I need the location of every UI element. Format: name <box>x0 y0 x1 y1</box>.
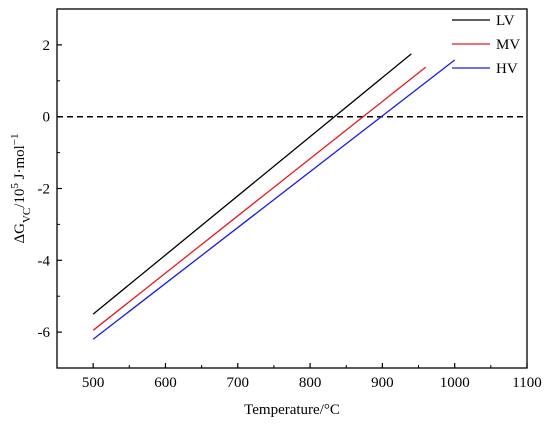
y-axis-title-unit-sup: −1 <box>9 133 21 145</box>
series-line-lv <box>92 53 412 315</box>
plot-frame <box>56 8 528 369</box>
y-axis-title-prefix: ΔG <box>12 223 28 244</box>
series-line-hv <box>92 59 456 340</box>
data-layer <box>57 53 527 340</box>
ticks-layer: 500 600 700 800 900 1000 1100 -6 -4 -2 0 2 <box>38 38 542 391</box>
legend-label-hv: HV <box>496 61 518 77</box>
x-tick-label-800: 800 <box>299 375 322 391</box>
y-tick-label-2: 2 <box>43 38 51 54</box>
x-axis-title: Temperature/°C <box>244 402 340 418</box>
y-tick-label--2: -2 <box>38 182 51 198</box>
y-axis-title-sub: VC <box>21 208 33 223</box>
x-tick-label-600: 600 <box>154 375 177 391</box>
y-tick-label--6: -6 <box>38 325 51 341</box>
y-tick-label--4: -4 <box>38 253 51 269</box>
x-tick-label-700: 700 <box>227 375 250 391</box>
x-tick-label-1100: 1100 <box>512 375 541 391</box>
x-tick-label-500: 500 <box>82 375 105 391</box>
y-axis-title: ΔGVC/105 J·mol−1 <box>9 133 33 243</box>
legend: LV MV HV <box>452 13 520 77</box>
legend-label-mv: MV <box>496 37 520 53</box>
y-axis-title-sup: 5 <box>9 183 21 189</box>
x-tick-label-1000: 1000 <box>440 375 470 391</box>
x-tick-label-900: 900 <box>371 375 394 391</box>
legend-label-lv: LV <box>496 13 515 29</box>
y-axis-title-mid: /10 <box>12 189 28 208</box>
series-line-mv <box>92 66 427 331</box>
y-tick-label-0: 0 <box>43 110 51 126</box>
y-axis-title-unit: J·mol <box>12 145 28 183</box>
